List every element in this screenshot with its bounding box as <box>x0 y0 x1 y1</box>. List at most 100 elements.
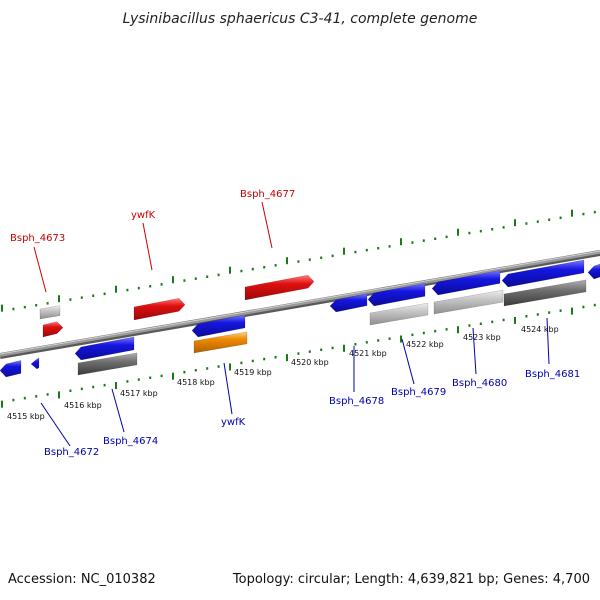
minor-tick <box>149 376 152 379</box>
gene-label-bsph-4681[interactable]: Bsph_4681 <box>525 369 580 380</box>
gene-label-bsph-4677[interactable]: Bsph_4677 <box>240 189 295 200</box>
minor-tick <box>80 387 83 391</box>
minor-tick <box>206 367 209 370</box>
tick-label: 4520 kbp <box>291 358 329 367</box>
minor-tick <box>274 356 277 359</box>
major-tick <box>571 307 573 315</box>
minor-tick <box>502 226 505 229</box>
minor-tick <box>297 352 300 355</box>
major-tick <box>400 238 402 246</box>
gene-bsph-4679-gray[interactable] <box>369 302 429 326</box>
gene-label-bsph-4674[interactable]: Bsph_4674 <box>103 436 158 447</box>
minor-tick <box>92 385 95 389</box>
minor-tick <box>69 389 72 392</box>
gene-bsph-4677[interactable] <box>244 274 315 301</box>
minor-tick <box>536 313 539 316</box>
major-tick <box>514 219 516 227</box>
minor-tick <box>525 315 528 318</box>
minor-tick <box>149 285 152 288</box>
minor-tick <box>69 298 72 301</box>
minor-tick <box>206 275 209 278</box>
tick-label: 4524 kbp <box>521 325 559 334</box>
minor-tick <box>593 303 596 307</box>
major-tick <box>58 295 60 303</box>
minor-tick <box>559 216 562 220</box>
gene-bsph-4673[interactable] <box>42 321 64 338</box>
minor-tick <box>308 258 311 261</box>
minor-tick <box>468 324 471 327</box>
minor-tick <box>46 302 49 305</box>
gene-label-bsph-4680[interactable]: Bsph_4680 <box>452 378 507 389</box>
minor-tick <box>320 256 323 259</box>
minor-tick <box>194 369 197 372</box>
topology-summary: Topology: circular; Length: 4,639,821 bp… <box>232 572 590 587</box>
minor-tick <box>479 229 482 233</box>
minor-tick <box>593 210 596 214</box>
reverse-labels: Bsph_4672 Bsph_4674 ywfK Bsph_4678 Bsph_… <box>40 317 580 458</box>
gene-ywfk-reverse-blue[interactable] <box>191 314 246 338</box>
minor-tick <box>582 212 585 216</box>
major-tick <box>229 266 231 274</box>
minor-tick <box>103 292 106 296</box>
minor-tick <box>160 283 163 286</box>
gene-label-ywfk-reverse[interactable]: ywfK <box>221 417 246 428</box>
minor-tick <box>548 218 551 221</box>
minor-tick <box>240 361 243 365</box>
gene-bsph-4674-gray[interactable] <box>77 352 138 376</box>
gene-bsph-4672[interactable] <box>30 357 40 370</box>
tick-label: 4517 kbp <box>120 389 158 398</box>
gene-label-ywfk-forward[interactable]: ywfK <box>131 210 156 221</box>
minor-tick <box>411 333 414 337</box>
minor-tick <box>251 359 254 363</box>
major-tick <box>172 276 174 284</box>
major-tick <box>1 304 3 312</box>
minor-tick <box>251 267 254 271</box>
gene-label-bsph-4673[interactable]: Bsph_4673 <box>10 233 65 244</box>
gene-label-bsph-4679[interactable]: Bsph_4679 <box>391 387 446 398</box>
gene-label-bsph-4678[interactable]: Bsph_4678 <box>329 396 384 407</box>
minor-tick <box>23 396 26 400</box>
gene-ywfk-reverse[interactable] <box>193 331 248 354</box>
minor-tick <box>194 277 197 280</box>
minor-tick <box>217 273 220 277</box>
tick-label: 4516 kbp <box>64 401 102 410</box>
minor-tick <box>502 318 505 322</box>
minor-tick <box>183 279 186 282</box>
major-tick <box>286 257 288 265</box>
minor-tick <box>388 337 391 340</box>
minor-tick <box>354 250 357 254</box>
gene-label-bsph-4672[interactable]: Bsph_4672 <box>44 447 99 458</box>
gene-bsph-4673-gray[interactable] <box>39 305 61 320</box>
minor-tick <box>331 254 334 258</box>
gene-bsph-4680[interactable] <box>431 270 501 296</box>
gene-bsph-4681-gray[interactable] <box>503 279 587 307</box>
minor-tick <box>525 222 528 225</box>
minor-tick <box>12 307 15 311</box>
major-tick <box>115 285 117 293</box>
minor-tick <box>354 343 357 346</box>
major-tick <box>343 344 345 352</box>
minor-tick <box>377 247 380 250</box>
gene-ywfk-forward[interactable] <box>133 297 186 321</box>
gene-next-blue[interactable] <box>587 263 600 280</box>
minor-tick <box>183 370 186 374</box>
minor-tick <box>491 320 494 324</box>
minor-tick <box>137 286 140 290</box>
gene-bsph-4681[interactable] <box>501 259 585 288</box>
tick-label: 4518 kbp <box>177 378 215 387</box>
gene-bsph-4672-left[interactable] <box>0 360 22 378</box>
minor-tick <box>23 305 26 309</box>
forward-labels: Bsph_4673 ywfK Bsph_4677 <box>10 189 295 293</box>
minor-tick <box>35 395 38 398</box>
gene-features <box>0 259 600 378</box>
minor-tick <box>263 266 266 269</box>
minor-tick <box>365 248 368 252</box>
minor-tick <box>92 294 95 297</box>
gene-bsph-4679[interactable] <box>367 282 426 307</box>
minor-tick <box>137 378 140 381</box>
gene-bsph-4674[interactable] <box>74 336 135 361</box>
gene-bsph-4678[interactable] <box>329 293 368 313</box>
minor-tick <box>263 357 266 361</box>
gene-bsph-4680-gray[interactable] <box>433 289 504 315</box>
tick-rows <box>1 209 596 408</box>
